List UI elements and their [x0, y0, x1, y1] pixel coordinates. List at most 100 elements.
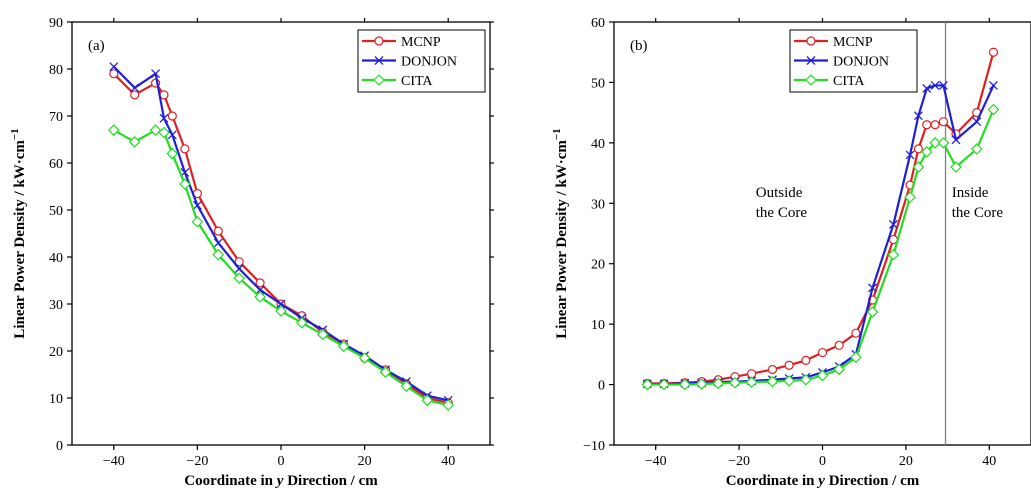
x-tick-label: 40	[982, 454, 996, 469]
legend-swatch-marker	[374, 36, 384, 46]
data-point	[799, 373, 812, 386]
y-tick-label: 60	[49, 157, 63, 172]
series-cita	[107, 124, 455, 411]
data-point	[972, 117, 982, 127]
data-point	[192, 200, 202, 210]
data-point	[834, 340, 844, 350]
y-axis-title-superscript: −1	[9, 128, 21, 140]
data-point	[817, 347, 828, 358]
data-point	[988, 47, 999, 57]
legend-label: DONJON	[401, 55, 457, 70]
data-point	[887, 248, 900, 261]
data-point	[913, 111, 923, 121]
y-tick-label: 80	[49, 63, 63, 78]
data-point	[712, 377, 725, 390]
data-point	[729, 376, 741, 389]
data-point	[970, 143, 983, 155]
data-point	[167, 111, 177, 121]
data-point	[191, 215, 204, 228]
panel-label: (a)	[88, 38, 105, 54]
data-point	[275, 305, 287, 317]
x-tick-label: 0	[819, 454, 826, 469]
data-point	[255, 278, 265, 288]
data-point	[938, 80, 948, 90]
x-axis-title-variable: y	[816, 473, 825, 489]
y-tick-label: 20	[591, 258, 605, 273]
data-point	[213, 238, 223, 248]
legend-label: DONJON	[833, 55, 889, 70]
data-point	[400, 380, 413, 393]
x-axis-title: Coordinate in y Direction / cm	[184, 473, 378, 489]
data-point	[234, 264, 244, 274]
x-axis-title-variable: y	[275, 473, 284, 489]
x-axis-title: Coordinate in y Direction / cm	[726, 473, 920, 489]
x-axis-title-prefix: Coordinate in	[726, 473, 819, 489]
data-point	[337, 340, 350, 353]
data-point	[658, 378, 670, 391]
data-point	[868, 283, 877, 293]
data-point	[745, 376, 758, 389]
data-point	[296, 316, 308, 329]
data-point	[801, 355, 811, 365]
series-mcnp	[642, 47, 999, 388]
data-point	[937, 137, 950, 149]
data-point	[442, 399, 455, 411]
y-axis-title-text: Linear Power Density / kW·cm	[12, 140, 28, 339]
chart-panel-a: −40 −20 0 20 40 0 10 20 30 40 50 60 70 80 90 Coordinate…	[9, 16, 494, 489]
data-point	[167, 130, 177, 140]
x-tick-label: 20	[358, 454, 372, 469]
data-point	[128, 136, 141, 148]
data-point	[179, 178, 191, 190]
x-axis-title-suffix: Direction / cm	[825, 473, 920, 489]
y-tick-label: 20	[49, 345, 63, 360]
legend-swatch-marker	[374, 56, 384, 65]
panel-label: (b)	[630, 38, 648, 54]
x-axis-title-suffix: Direction / cm	[283, 473, 378, 489]
y-axis-title: Linear Power Density / kW·cm−1	[551, 128, 570, 338]
y-tick-label: 10	[49, 392, 63, 407]
legend-label: CITA	[833, 74, 865, 89]
y-tick-label: 30	[49, 298, 63, 313]
annotation-line: the Core	[952, 205, 1004, 221]
data-point	[276, 299, 286, 309]
data-point	[109, 62, 119, 72]
series-line	[647, 84, 995, 386]
series-line	[647, 51, 995, 385]
data-point	[159, 113, 169, 123]
data-point	[421, 394, 434, 407]
x-tick-label: 40	[441, 454, 455, 469]
data-point	[987, 103, 1000, 116]
data-point	[180, 144, 190, 154]
series-line	[113, 129, 449, 407]
x-tick-label: −20	[728, 454, 750, 469]
data-point	[213, 226, 223, 236]
data-point	[904, 191, 916, 204]
data-point	[166, 147, 179, 160]
data-point	[929, 137, 941, 149]
data-point	[767, 364, 778, 375]
data-point	[641, 378, 654, 391]
data-point	[679, 378, 691, 391]
chart-panel-b: −40 −20 0 20 40 −10 0 10 20 30 40 50 60 Coordinate in…	[551, 16, 1031, 489]
y-tick-label: 40	[49, 251, 63, 266]
data-point	[151, 69, 161, 79]
data-point	[922, 84, 932, 93]
y-axis-title-superscript: −1	[551, 128, 563, 140]
x-tick-label: −40	[645, 454, 667, 469]
y-tick-label: −10	[583, 439, 605, 454]
data-point	[913, 144, 924, 154]
legend-label: MCNP	[833, 35, 873, 50]
data-point	[938, 117, 949, 127]
annotation: Inside the Core	[952, 185, 1004, 221]
data-point	[851, 328, 861, 338]
data-point	[783, 375, 795, 387]
legend-swatch-marker	[373, 74, 385, 86]
data-point	[130, 90, 140, 100]
data-point	[379, 366, 392, 378]
data-point	[212, 248, 225, 261]
data-point	[930, 80, 940, 90]
data-point	[316, 328, 329, 341]
data-point	[905, 150, 915, 160]
data-point	[833, 363, 846, 376]
data-point	[930, 120, 940, 130]
